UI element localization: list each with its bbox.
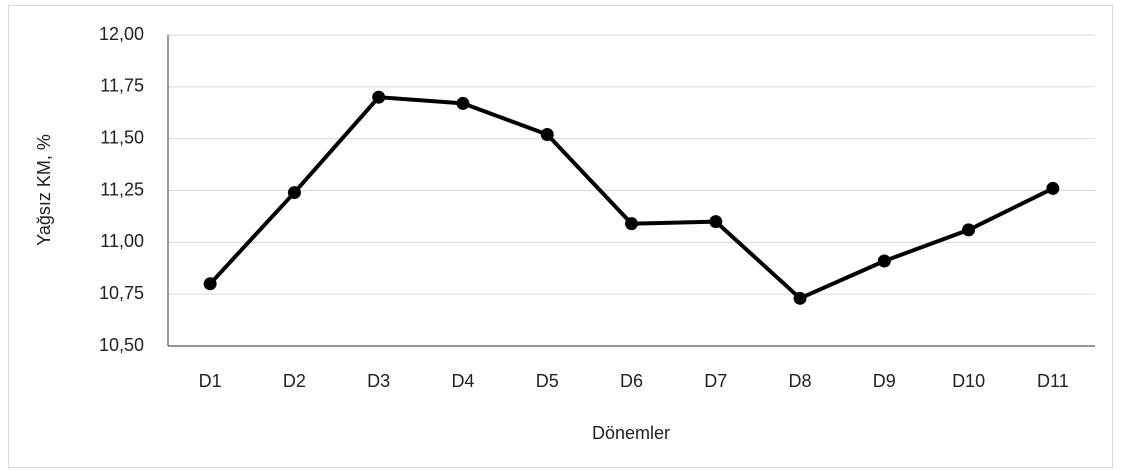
data-point — [372, 90, 386, 104]
data-point — [1046, 181, 1060, 195]
y-tick-label: 11,50 — [100, 127, 144, 147]
data-point — [709, 215, 723, 229]
x-tick-label: D2 — [283, 371, 306, 391]
data-point — [877, 254, 891, 268]
y-tick-label: 11,75 — [100, 76, 144, 96]
data-point — [625, 217, 638, 231]
chart-frame — [8, 5, 1113, 468]
data-point — [962, 223, 976, 237]
x-tick-label: D7 — [704, 371, 727, 391]
x-tick-label: D5 — [536, 371, 559, 391]
data-point — [287, 186, 301, 200]
y-tick-label: 10,50 — [99, 335, 144, 355]
x-tick-label: D1 — [199, 371, 222, 391]
x-tick-label: D8 — [789, 371, 812, 391]
x-tick-label: D4 — [451, 371, 474, 391]
y-tick-label: 12,00 — [99, 24, 144, 44]
x-tick-label: D6 — [620, 371, 643, 391]
y-axis-label: Yağsız KM, % — [34, 134, 54, 246]
data-point — [456, 96, 470, 110]
data-point — [540, 128, 554, 142]
y-tick-label: 11,25 — [100, 179, 144, 199]
x-tick-label: D9 — [873, 371, 896, 391]
x-axis-label: Dönemler — [592, 423, 670, 443]
x-tick-label: D10 — [952, 371, 985, 391]
data-point — [203, 277, 217, 291]
data-point — [793, 291, 807, 305]
x-tick-label: D11 — [1037, 371, 1069, 391]
y-tick-label: 10,75 — [99, 283, 144, 303]
x-tick-label: D3 — [367, 371, 390, 391]
y-tick-label: 11,00 — [100, 231, 144, 251]
